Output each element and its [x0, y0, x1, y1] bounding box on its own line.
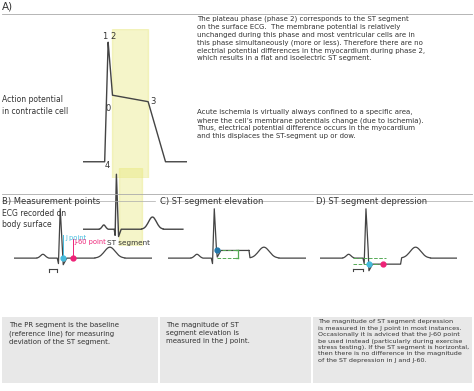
FancyBboxPatch shape — [2, 317, 158, 383]
Text: 4: 4 — [105, 161, 110, 170]
Text: 2: 2 — [111, 32, 116, 41]
Text: C) ST segment elevation: C) ST segment elevation — [160, 197, 264, 206]
FancyBboxPatch shape — [160, 317, 311, 383]
Text: B) Measurement points: B) Measurement points — [2, 197, 100, 206]
Text: D) ST segment depression: D) ST segment depression — [316, 197, 427, 206]
Text: ECG recorded on
body surface: ECG recorded on body surface — [2, 208, 66, 230]
Text: Action potential
in contractile cell: Action potential in contractile cell — [2, 95, 69, 116]
Text: 3: 3 — [151, 97, 156, 106]
Text: Acute ischemia is virtually always confined to a specific area,
where the cell’s: Acute ischemia is virtually always confi… — [197, 109, 423, 139]
Text: A): A) — [2, 2, 13, 12]
Text: The PR segment is the baseline
(reference line) for measuring
deviation of the S: The PR segment is the baseline (referenc… — [9, 322, 118, 344]
Text: J point: J point — [65, 235, 86, 241]
Text: The magnitude of ST segment depression
is measured in the J point in most instan: The magnitude of ST segment depression i… — [318, 319, 469, 363]
Text: The plateau phase (phase 2) corresponds to the ST segment
on the surface ECG.  T: The plateau phase (phase 2) corresponds … — [197, 16, 425, 61]
Text: 1: 1 — [102, 32, 107, 41]
Text: ST segment: ST segment — [107, 240, 150, 246]
Bar — [112, 29, 148, 178]
Text: 0: 0 — [105, 104, 110, 113]
Text: J-60 point: J-60 point — [74, 239, 106, 246]
Bar — [118, 168, 142, 246]
Text: The magnitude of ST
segment elevation is
measured in the J point.: The magnitude of ST segment elevation is… — [166, 322, 250, 344]
FancyBboxPatch shape — [313, 317, 472, 383]
